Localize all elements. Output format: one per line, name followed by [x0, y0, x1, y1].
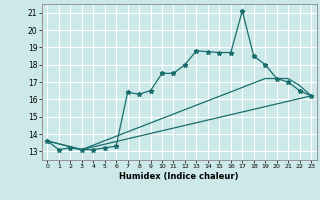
X-axis label: Humidex (Indice chaleur): Humidex (Indice chaleur) — [119, 172, 239, 181]
